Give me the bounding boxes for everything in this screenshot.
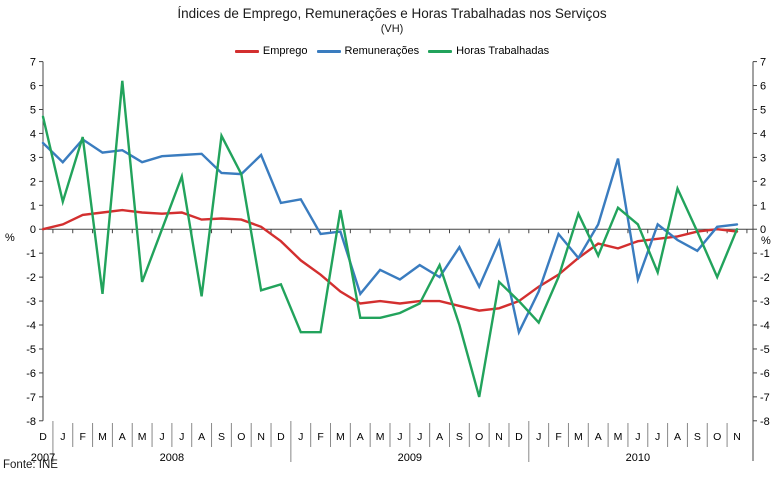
legend-item-remuneracoes: Remunerações: [316, 45, 420, 57]
svg-text:M: M: [336, 431, 345, 443]
year-label-2009: 2009: [398, 452, 422, 464]
svg-text:3: 3: [30, 152, 36, 164]
legend-label-horas: Horas Trabalhadas: [456, 45, 550, 57]
svg-text:-8: -8: [760, 416, 770, 428]
svg-text:-5: -5: [26, 344, 36, 356]
svg-text:N: N: [495, 431, 503, 443]
svg-text:F: F: [555, 431, 561, 443]
svg-text:0: 0: [30, 224, 36, 236]
legend-item-emprego: Emprego: [234, 45, 308, 57]
svg-text:D: D: [39, 431, 47, 443]
y-axis-right: -8 -7 -6 -5 -4 -3 -2 -1 0 1 2 3 4 5 6 7%: [752, 57, 771, 461]
svg-text:J: J: [417, 431, 422, 443]
svg-text:J: J: [397, 431, 402, 443]
svg-text:1: 1: [760, 200, 766, 212]
svg-text:D: D: [277, 431, 285, 443]
svg-text:-7: -7: [26, 392, 36, 404]
svg-text:M: M: [138, 431, 147, 443]
y-axis-left: -8 -7 -6 -5 -4 -3 -2 -1 0 1 2 3 4 5 6 7%: [5, 57, 44, 428]
legend-label-remuneracoes: Remunerações: [344, 45, 420, 57]
svg-text:M: M: [614, 431, 623, 443]
svg-text:J: J: [159, 431, 164, 443]
legend: Emprego Remunerações Horas Trabalhadas: [0, 45, 784, 57]
svg-text:-5: -5: [760, 344, 770, 356]
chart-title: Índices de Emprego, Remunerações e Horas…: [177, 6, 607, 21]
svg-text:A: A: [436, 431, 443, 443]
svg-text:1: 1: [30, 200, 36, 212]
svg-text:5: 5: [30, 104, 36, 116]
svg-text:M: M: [98, 431, 107, 443]
series-line-Horas Trabalhadas: [41, 80, 739, 398]
svg-text:J: J: [60, 431, 65, 443]
svg-text:O: O: [713, 431, 721, 443]
svg-text:6: 6: [760, 81, 766, 93]
svg-text:7: 7: [760, 57, 766, 69]
svg-text:-3: -3: [760, 296, 770, 308]
svg-text:5: 5: [760, 104, 766, 116]
x-axis-labels: D J F M A M J J A S O N D J F M A M J J A S O N D J F M A M J J A S O N2007…: [31, 421, 741, 464]
svg-text:O: O: [475, 431, 483, 443]
year-label-2008: 2008: [160, 452, 184, 464]
source-note: Fonte: INE: [3, 459, 58, 471]
svg-text:-7: -7: [760, 392, 770, 404]
svg-text:M: M: [376, 431, 385, 443]
series-line-Emprego: [41, 208, 739, 312]
svg-text:A: A: [595, 431, 602, 443]
svg-text:0: 0: [760, 224, 766, 236]
svg-text:2: 2: [760, 176, 766, 188]
svg-text:A: A: [198, 431, 205, 443]
svg-text:N: N: [733, 431, 741, 443]
svg-text:-4: -4: [760, 320, 770, 332]
svg-text:D: D: [515, 431, 523, 443]
svg-text:J: J: [179, 431, 184, 443]
legend-item-horas: Horas Trabalhadas: [428, 45, 549, 57]
svg-text:-1: -1: [26, 248, 36, 260]
svg-text:S: S: [456, 431, 463, 443]
svg-text:-8: -8: [26, 416, 36, 428]
svg-text:4: 4: [30, 128, 36, 140]
svg-text:-1: -1: [760, 248, 770, 260]
year-label-2007: 2007: [31, 452, 55, 464]
svg-text:J: J: [655, 431, 660, 443]
svg-text:J: J: [635, 431, 640, 443]
svg-text:J: J: [298, 431, 303, 443]
x-axis: [43, 228, 753, 234]
svg-text:6: 6: [30, 81, 36, 93]
svg-text:-2: -2: [760, 272, 770, 284]
series-lines: [41, 80, 739, 398]
svg-text:7: 7: [30, 57, 36, 69]
svg-text:3: 3: [760, 152, 766, 164]
svg-text:S: S: [218, 431, 225, 443]
percent-label-left: %: [5, 232, 15, 244]
legend-label-emprego: Emprego: [262, 45, 308, 57]
svg-text:O: O: [237, 431, 245, 443]
svg-text:A: A: [674, 431, 681, 443]
svg-text:A: A: [357, 431, 364, 443]
svg-text:F: F: [317, 431, 323, 443]
svg-text:M: M: [574, 431, 583, 443]
svg-text:-6: -6: [760, 368, 770, 380]
series-line-Remunerações: [41, 137, 739, 336]
year-label-2010: 2010: [626, 452, 650, 464]
svg-text:A: A: [119, 431, 126, 443]
svg-text:4: 4: [760, 128, 766, 140]
chart-subtitle: (VH): [380, 23, 404, 35]
emprego-line-swatch: [234, 49, 259, 53]
svg-text:N: N: [257, 431, 265, 443]
svg-text:-4: -4: [26, 320, 36, 332]
svg-text:F: F: [79, 431, 85, 443]
remuneracoes-line-swatch: [316, 49, 341, 53]
horas-line-swatch: [428, 49, 453, 53]
svg-text:J: J: [536, 431, 541, 443]
percent-label-right: %: [761, 235, 771, 247]
svg-text:2: 2: [30, 176, 36, 188]
svg-text:-6: -6: [26, 368, 36, 380]
svg-text:S: S: [694, 431, 701, 443]
svg-text:-2: -2: [26, 272, 36, 284]
svg-text:-3: -3: [26, 296, 36, 308]
